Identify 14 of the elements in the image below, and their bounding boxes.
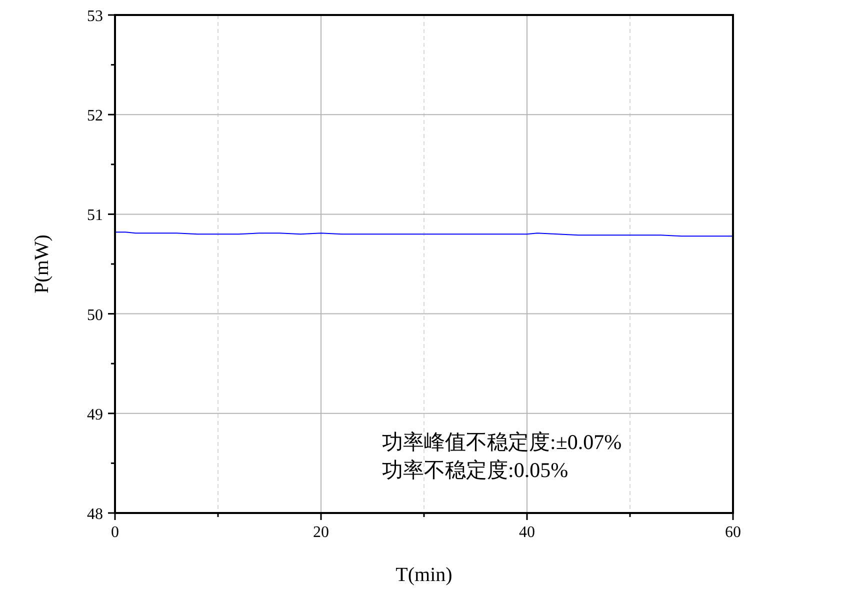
- annotation: 功率不稳定度:0.05%: [382, 458, 568, 482]
- y-tick-label: 49: [87, 406, 103, 424]
- annotation: 功率峰值不稳定度:±0.07%: [382, 430, 622, 454]
- y-tick-label: 53: [87, 8, 103, 25]
- y-axis-title: P(mW): [31, 234, 53, 294]
- y-tick-label: 50: [87, 306, 103, 324]
- y-tick-label: 52: [87, 108, 103, 125]
- x-tick-label: 20: [313, 524, 329, 541]
- x-tick-label: 0: [111, 524, 119, 541]
- y-tick-label: 51: [87, 207, 103, 224]
- x-tick-label: 40: [519, 524, 535, 541]
- y-tick-label: 48: [87, 506, 103, 523]
- x-axis-title: T(min): [396, 564, 452, 586]
- x-tick-label: 60: [725, 524, 741, 541]
